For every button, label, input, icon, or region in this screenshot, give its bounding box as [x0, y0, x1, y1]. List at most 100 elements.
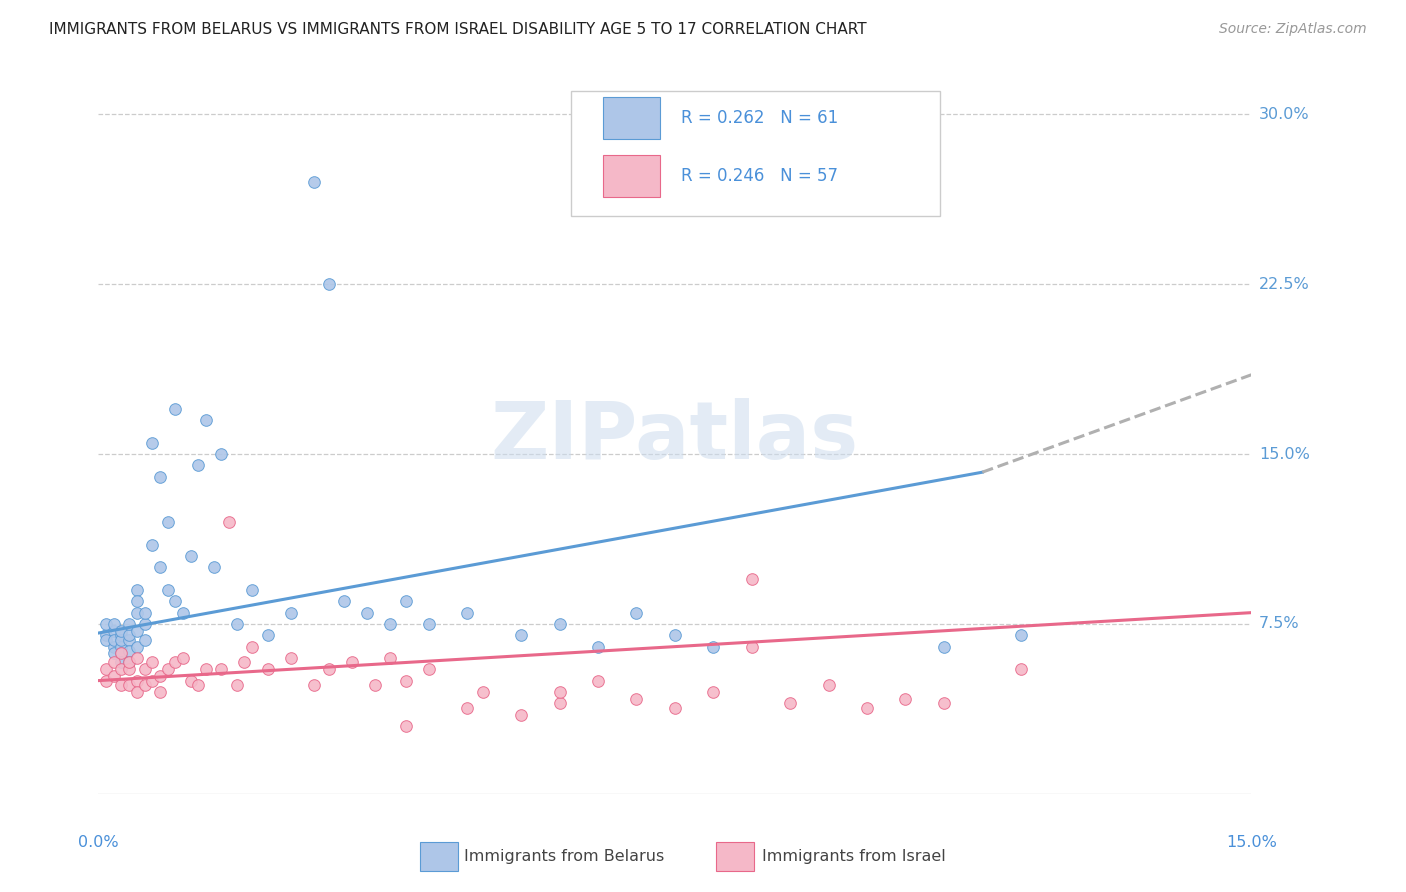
- Text: 0.0%: 0.0%: [79, 835, 118, 850]
- Point: [187, 678, 209, 692]
- Point: [240, 640, 263, 654]
- Point: [118, 632, 141, 647]
- Point: [318, 277, 340, 292]
- Point: [94, 617, 117, 632]
- Point: [110, 632, 132, 647]
- Text: Source: ZipAtlas.com: Source: ZipAtlas.com: [1219, 22, 1367, 37]
- Text: IMMIGRANTS FROM BELARUS VS IMMIGRANTS FROM ISRAEL DISABILITY AGE 5 TO 17 CORRELA: IMMIGRANTS FROM BELARUS VS IMMIGRANTS FR…: [49, 22, 868, 37]
- Point: [586, 640, 609, 654]
- Point: [209, 662, 232, 676]
- Point: [395, 594, 418, 608]
- Text: 15.0%: 15.0%: [1226, 835, 1277, 850]
- Point: [125, 624, 148, 638]
- Point: [395, 673, 418, 688]
- Point: [202, 560, 225, 574]
- Point: [225, 678, 247, 692]
- Point: [118, 644, 141, 658]
- Point: [548, 685, 571, 699]
- Point: [103, 656, 125, 670]
- Point: [218, 515, 240, 529]
- Point: [110, 628, 132, 642]
- Point: [103, 617, 125, 632]
- Point: [125, 651, 148, 665]
- Point: [141, 435, 163, 450]
- Point: [149, 560, 172, 574]
- Point: [280, 651, 302, 665]
- Point: [94, 632, 117, 647]
- Point: [664, 628, 686, 642]
- Point: [94, 628, 117, 642]
- Point: [548, 617, 571, 632]
- Text: 22.5%: 22.5%: [1258, 277, 1310, 292]
- Point: [94, 662, 117, 676]
- Point: [125, 582, 148, 597]
- Point: [156, 582, 179, 597]
- Point: [118, 662, 141, 676]
- Point: [118, 656, 141, 670]
- Point: [141, 656, 163, 670]
- Point: [380, 617, 402, 632]
- Point: [233, 656, 256, 670]
- Point: [932, 696, 955, 710]
- Point: [586, 673, 609, 688]
- Point: [110, 678, 132, 692]
- Point: [165, 594, 187, 608]
- Point: [364, 678, 387, 692]
- Point: [134, 617, 156, 632]
- Point: [134, 632, 156, 647]
- Point: [118, 628, 141, 642]
- Point: [103, 624, 125, 638]
- Point: [165, 401, 187, 416]
- Point: [741, 640, 763, 654]
- FancyBboxPatch shape: [571, 91, 941, 216]
- Point: [1010, 628, 1032, 642]
- Point: [110, 662, 132, 676]
- Point: [280, 606, 302, 620]
- Point: [149, 669, 172, 683]
- Point: [209, 447, 232, 461]
- Point: [156, 662, 179, 676]
- Point: [125, 594, 148, 608]
- Point: [125, 673, 148, 688]
- Point: [118, 617, 141, 632]
- Point: [418, 662, 440, 676]
- Point: [110, 656, 132, 670]
- Point: [141, 538, 163, 552]
- Point: [779, 696, 801, 710]
- Point: [180, 673, 202, 688]
- Point: [110, 624, 132, 638]
- Point: [456, 700, 478, 714]
- Text: 15.0%: 15.0%: [1258, 447, 1310, 461]
- Point: [702, 685, 724, 699]
- Point: [741, 572, 763, 586]
- Point: [548, 696, 571, 710]
- Point: [156, 515, 179, 529]
- Point: [240, 582, 263, 597]
- Point: [103, 669, 125, 683]
- Point: [149, 469, 172, 483]
- Point: [894, 691, 917, 706]
- Point: [172, 606, 194, 620]
- Point: [125, 685, 148, 699]
- Point: [395, 719, 418, 733]
- Text: ZIPatlas: ZIPatlas: [491, 398, 859, 476]
- Point: [418, 617, 440, 632]
- Point: [932, 640, 955, 654]
- Point: [302, 175, 325, 189]
- Point: [165, 656, 187, 670]
- Point: [134, 606, 156, 620]
- Point: [110, 647, 132, 661]
- Point: [172, 651, 194, 665]
- Point: [110, 640, 132, 654]
- Point: [125, 606, 148, 620]
- Point: [118, 678, 141, 692]
- Point: [180, 549, 202, 563]
- Point: [134, 678, 156, 692]
- Point: [149, 685, 172, 699]
- Point: [702, 640, 724, 654]
- Point: [134, 662, 156, 676]
- Point: [510, 707, 533, 722]
- Point: [664, 700, 686, 714]
- Point: [256, 662, 278, 676]
- Point: [225, 617, 247, 632]
